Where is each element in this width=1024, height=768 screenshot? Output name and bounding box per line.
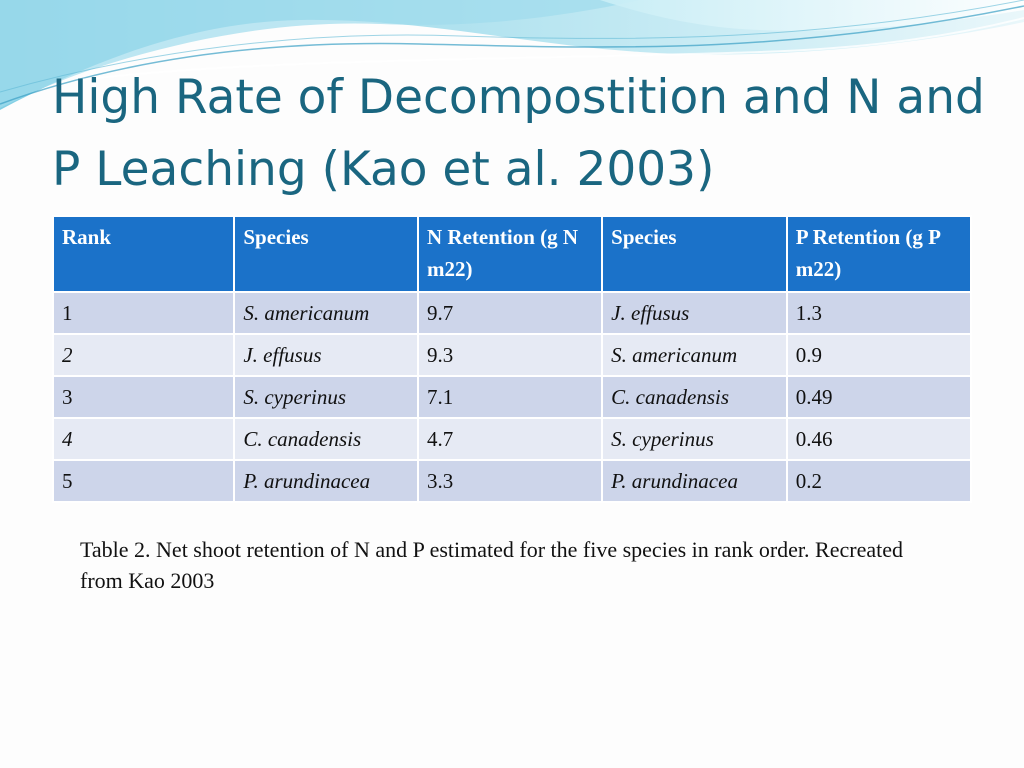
species-p-cell: C. canadensis bbox=[601, 375, 788, 419]
p-retention-cell: 0.46 bbox=[785, 417, 973, 461]
n-retention-cell: 9.3 bbox=[416, 333, 604, 377]
header-species-p: Species bbox=[601, 215, 788, 293]
table-header-row: Rank Species N Retention (g N m22) Speci… bbox=[51, 215, 973, 293]
species-p-cell: S. cyperinus bbox=[601, 417, 788, 461]
n-retention-cell: 9.7 bbox=[416, 291, 604, 335]
rank-cell: 4 bbox=[51, 417, 236, 461]
table-row: 4 C. canadensis 4.7 S. cyperinus 0.46 bbox=[51, 417, 973, 461]
species-p-cell: J. effusus bbox=[601, 291, 788, 335]
n-retention-cell: 3.3 bbox=[416, 459, 604, 503]
retention-table: Rank Species N Retention (g N m22) Speci… bbox=[51, 215, 973, 503]
species-n-cell: S. cyperinus bbox=[233, 375, 419, 419]
p-retention-cell: 0.2 bbox=[785, 459, 973, 503]
table-row: 3 S. cyperinus 7.1 C. canadensis 0.49 bbox=[51, 375, 973, 419]
header-species-n: Species bbox=[233, 215, 419, 293]
slide-title: High Rate of Decompostition and N and P … bbox=[52, 70, 985, 197]
rank-cell: 1 bbox=[51, 291, 236, 335]
species-n-cell: C. canadensis bbox=[233, 417, 419, 461]
species-n-cell: J. effusus bbox=[233, 333, 419, 377]
rank-cell: 2 bbox=[51, 333, 236, 377]
p-retention-cell: 0.49 bbox=[785, 375, 973, 419]
rank-cell: 5 bbox=[51, 459, 236, 503]
species-p-cell: P. arundinacea bbox=[601, 459, 788, 503]
rank-cell: 3 bbox=[51, 375, 236, 419]
table-caption: Table 2. Net shoot retention of N and P … bbox=[80, 537, 903, 593]
header-n-retention: N Retention (g N m22) bbox=[416, 215, 604, 293]
species-n-cell: S. americanum bbox=[233, 291, 419, 335]
table-row: 1 S. americanum 9.7 J. effusus 1.3 bbox=[51, 291, 973, 335]
n-retention-cell: 7.1 bbox=[416, 375, 604, 419]
p-retention-cell: 1.3 bbox=[785, 291, 973, 335]
n-retention-cell: 4.7 bbox=[416, 417, 604, 461]
species-n-cell: P. arundinacea bbox=[233, 459, 419, 503]
header-p-retention: P Retention (g P m22) bbox=[785, 215, 973, 293]
table-row: 2 J. effusus 9.3 S. americanum 0.9 bbox=[51, 333, 973, 377]
p-retention-cell: 0.9 bbox=[785, 333, 973, 377]
header-rank: Rank bbox=[51, 215, 236, 293]
table-row: 5 P. arundinacea 3.3 P. arundinacea 0.2 bbox=[51, 459, 973, 503]
species-p-cell: S. americanum bbox=[601, 333, 788, 377]
